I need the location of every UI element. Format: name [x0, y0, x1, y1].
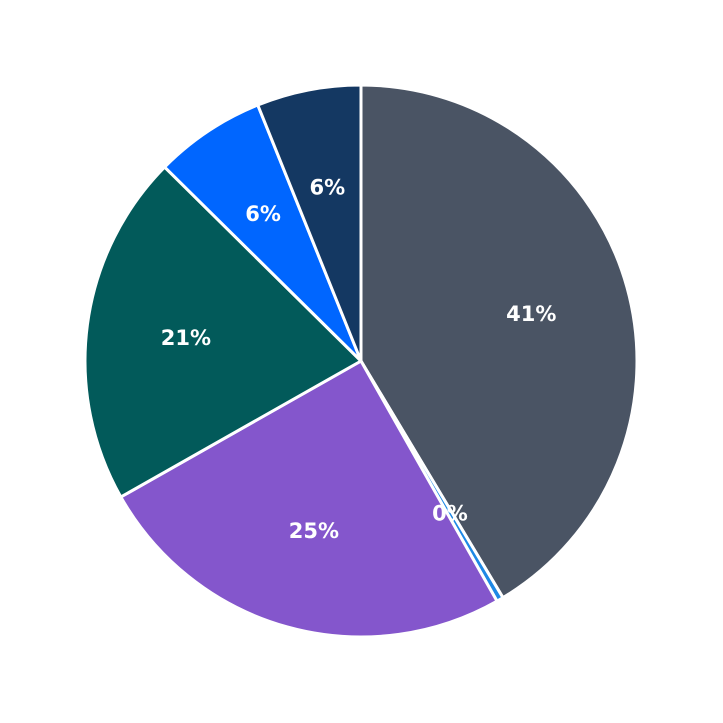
- slice-percent-label: 21%: [161, 326, 211, 350]
- pie-labels: 41% 0% 25% 21% 6% 6%: [161, 176, 557, 544]
- slice-percent-label: 6%: [310, 176, 346, 200]
- slice-percent-label: 41%: [506, 302, 556, 326]
- pie-slice: [163, 103, 363, 363]
- slice-percent-label: 6%: [245, 202, 281, 226]
- slice-percent-label: 0%: [432, 502, 468, 526]
- slice-percent-label: 25%: [289, 519, 339, 543]
- pie-slice: [83, 165, 363, 499]
- pie-slices: [83, 83, 639, 639]
- pie-slice: [256, 83, 363, 363]
- pie-slice: [119, 359, 499, 639]
- pie-slice: [359, 83, 639, 600]
